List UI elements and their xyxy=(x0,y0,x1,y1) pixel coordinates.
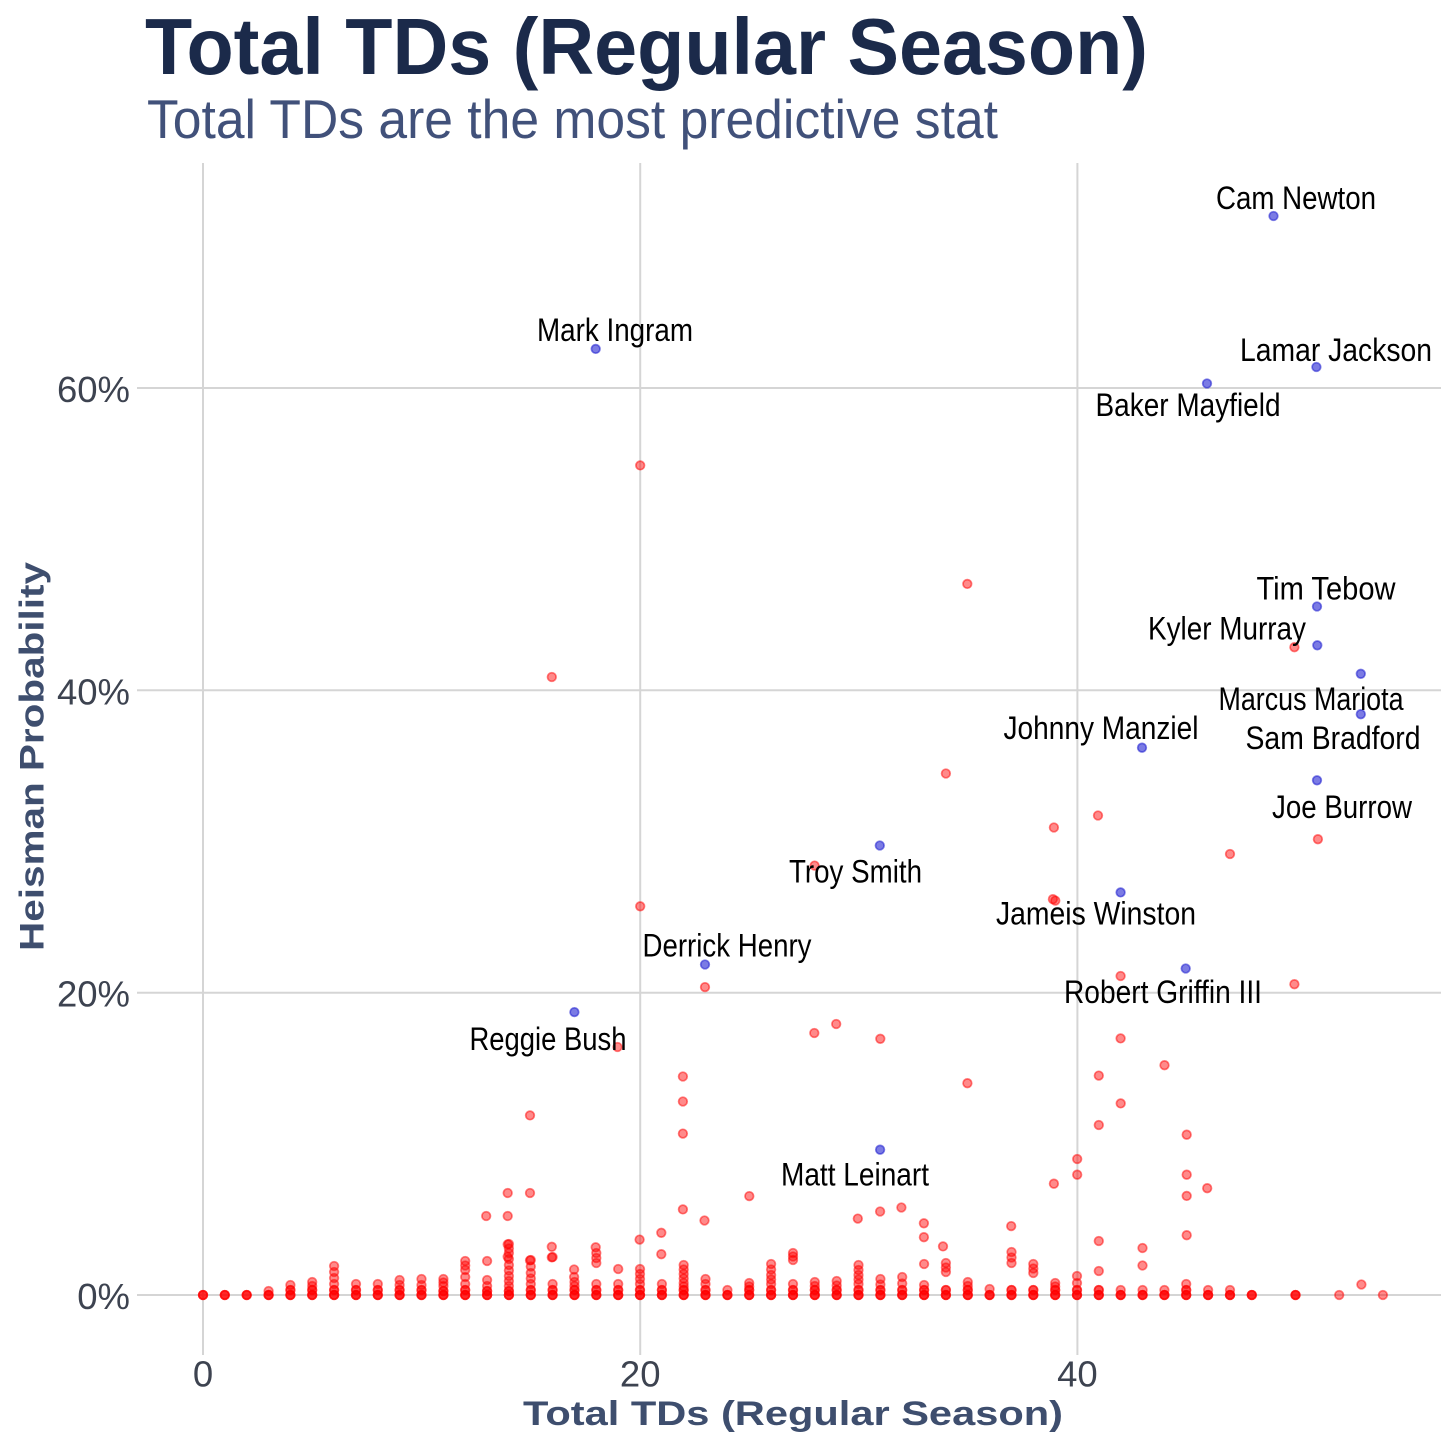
svg-text:Mark Ingram: Mark Ingram xyxy=(537,312,693,348)
svg-text:40%: 40% xyxy=(57,671,130,712)
svg-text:Lamar Jackson: Lamar Jackson xyxy=(1240,332,1432,368)
svg-text:Matt Leinart: Matt Leinart xyxy=(781,1157,929,1193)
svg-text:Kyler Murray: Kyler Murray xyxy=(1148,611,1306,647)
svg-text:Cam Newton: Cam Newton xyxy=(1216,180,1376,216)
svg-text:Derrick Henry: Derrick Henry xyxy=(643,928,812,964)
svg-text:20: 20 xyxy=(620,1354,661,1395)
svg-text:0: 0 xyxy=(193,1354,213,1395)
svg-text:Johnny Manziel: Johnny Manziel xyxy=(1004,710,1199,746)
svg-text:Total TDs (Regular Season): Total TDs (Regular Season) xyxy=(145,2,1148,91)
svg-text:Tim Tebow: Tim Tebow xyxy=(1257,571,1397,607)
svg-text:Baker Mayfield: Baker Mayfield xyxy=(1096,387,1281,423)
svg-text:Robert Griffin III: Robert Griffin III xyxy=(1064,974,1262,1010)
svg-text:Heisman Probability: Heisman Probability xyxy=(14,562,52,951)
svg-text:Total TDs are the most predict: Total TDs are the most predictive stat xyxy=(147,88,998,150)
svg-text:Marcus Mariota: Marcus Mariota xyxy=(1219,681,1404,717)
svg-text:0%: 0% xyxy=(77,1276,130,1317)
svg-text:40: 40 xyxy=(1057,1354,1098,1395)
svg-text:60%: 60% xyxy=(57,369,130,410)
svg-text:Joe Burrow: Joe Burrow xyxy=(1272,789,1413,825)
svg-text:Reggie Bush: Reggie Bush xyxy=(470,1021,627,1057)
svg-text:Total TDs (Regular Season): Total TDs (Regular Season) xyxy=(523,1395,1063,1433)
svg-text:20%: 20% xyxy=(57,974,130,1015)
svg-text:Jameis Winston: Jameis Winston xyxy=(996,896,1196,932)
svg-text:Sam Bradford: Sam Bradford xyxy=(1246,720,1421,756)
svg-text:Troy Smith: Troy Smith xyxy=(789,854,922,890)
